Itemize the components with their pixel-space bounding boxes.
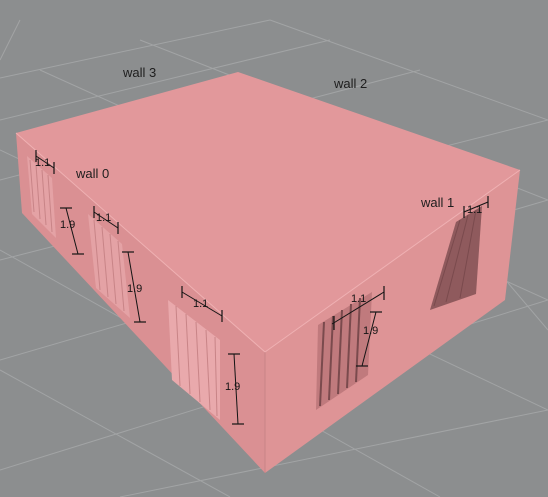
dim-wall0-w2-width: 1.1 (96, 212, 111, 224)
wall-0-label: wall 0 (75, 166, 109, 181)
dim-wall0-w2-height: 1.9 (127, 283, 142, 295)
dim-wall0-w3-height: 1.9 (225, 381, 240, 393)
dimension-lines (35, 150, 489, 425)
wall-1-label: wall 1 (420, 195, 454, 210)
box-edge-right (264, 169, 521, 353)
dim-wall0-w1-width: 1.1 (35, 157, 50, 169)
wall1-window-1[interactable] (316, 292, 372, 410)
wall-3-label: wall 3 (122, 65, 156, 80)
dim-wall0-w1-height: 1.9 (60, 219, 75, 231)
dim-wall1-w2-width: 1.1 (467, 204, 482, 216)
wall-2-label: wall 2 (333, 76, 367, 91)
wall0-window-2[interactable] (88, 214, 130, 318)
wall1-window-2[interactable] (430, 206, 482, 310)
dim-wall1-w1-height: 1.9 (363, 325, 378, 337)
dim-wall0-w3-width: 1.1 (193, 298, 208, 310)
box-edge-left (15, 132, 266, 353)
box-top-face (16, 72, 520, 352)
wall0-window-3[interactable] (168, 300, 220, 420)
wall0-window-1[interactable] (27, 156, 56, 238)
dim-wall1-w1-width: 1.1 (351, 293, 366, 305)
